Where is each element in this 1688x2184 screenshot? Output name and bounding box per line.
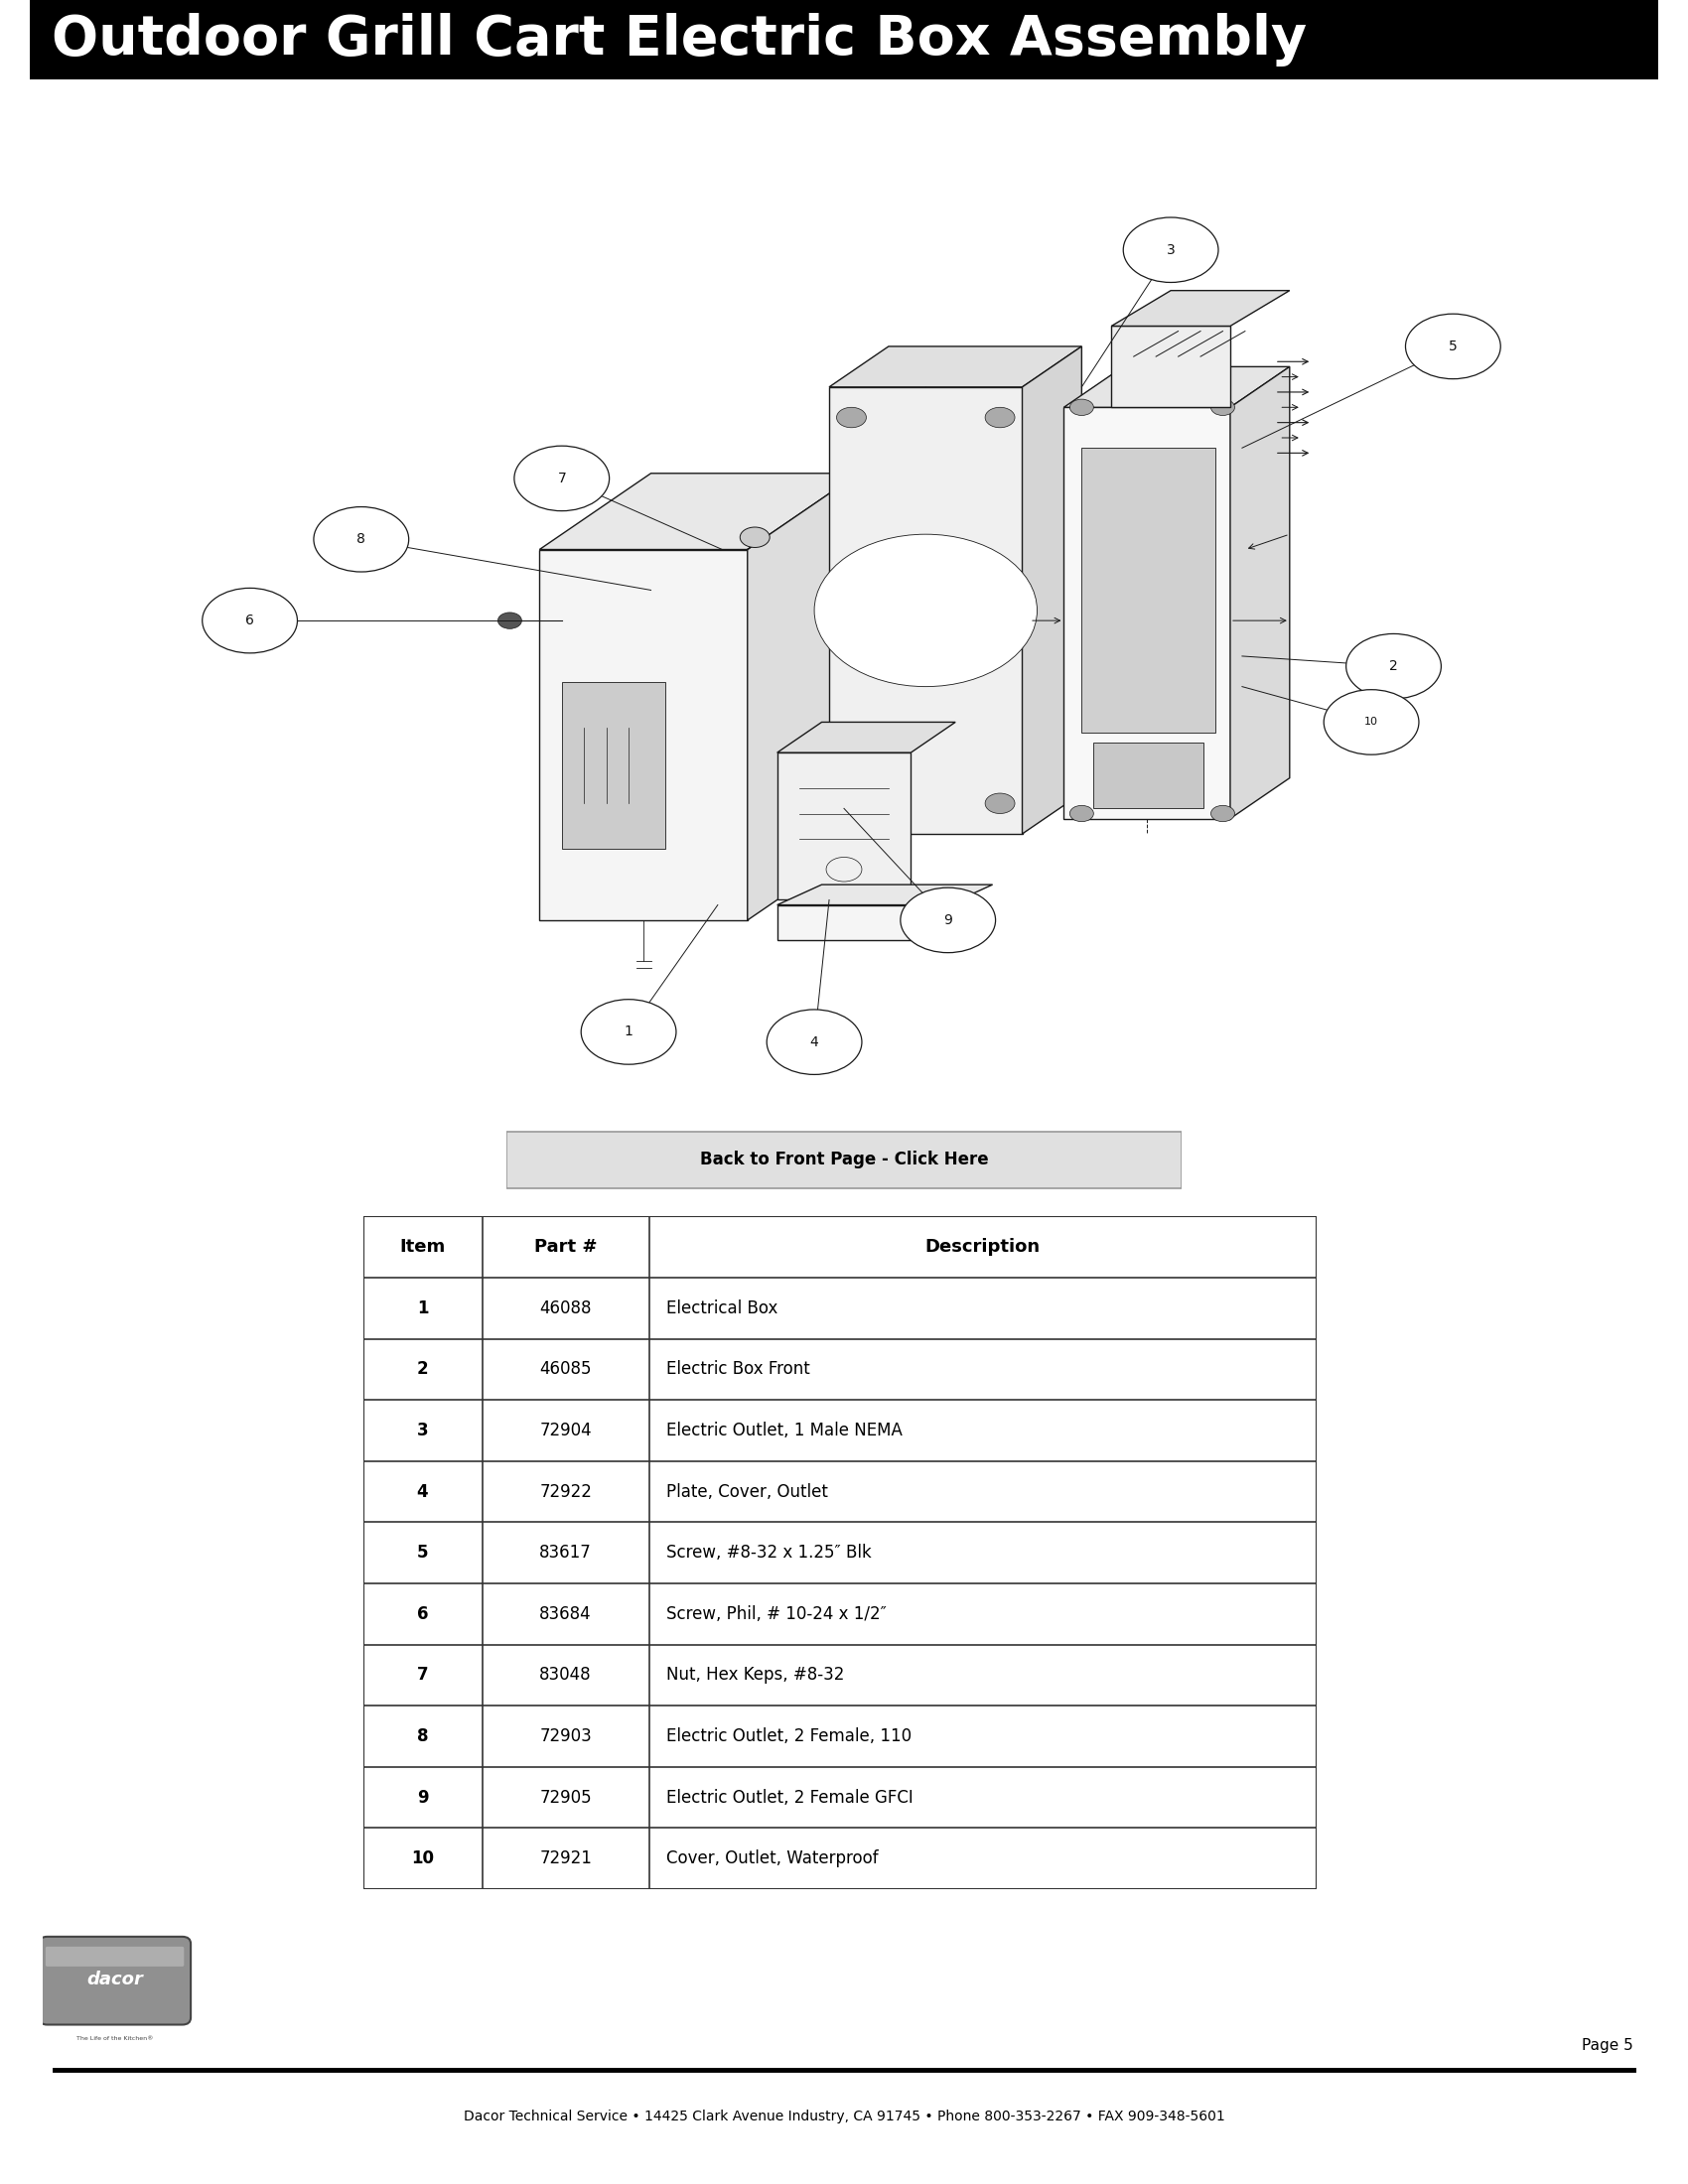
Circle shape: [203, 587, 297, 653]
Text: Back to Front Page - Click Here: Back to Front Page - Click Here: [701, 1151, 987, 1168]
Polygon shape: [776, 723, 955, 753]
Text: 4: 4: [417, 1483, 429, 1500]
Text: Outdoor Grill Cart Electric Box Assembly: Outdoor Grill Cart Electric Box Assembly: [52, 13, 1307, 66]
Polygon shape: [748, 474, 859, 919]
Text: 6: 6: [417, 1605, 429, 1623]
Text: 1: 1: [625, 1024, 633, 1040]
Text: 9: 9: [417, 1789, 429, 1806]
Circle shape: [1323, 690, 1420, 756]
Circle shape: [837, 793, 866, 815]
Text: dacor: dacor: [86, 1970, 143, 1990]
Text: 2: 2: [1389, 660, 1398, 673]
Text: Electrical Box: Electrical Box: [667, 1299, 778, 1317]
Text: 83048: 83048: [540, 1666, 592, 1684]
Text: Screw, Phil, # 10-24 x 1/2″: Screw, Phil, # 10-24 x 1/2″: [667, 1605, 886, 1623]
Circle shape: [498, 612, 522, 629]
Text: Plate, Cover, Outlet: Plate, Cover, Outlet: [667, 1483, 827, 1500]
FancyBboxPatch shape: [46, 1946, 184, 1966]
Polygon shape: [1023, 347, 1082, 834]
Polygon shape: [776, 885, 993, 904]
FancyBboxPatch shape: [506, 1131, 1182, 1188]
Text: 2: 2: [417, 1361, 429, 1378]
Text: Cover, Outlet, Waterproof: Cover, Outlet, Waterproof: [667, 1850, 878, 1867]
Text: 72905: 72905: [540, 1789, 592, 1806]
Polygon shape: [776, 904, 949, 941]
Circle shape: [766, 1009, 863, 1075]
Text: 5: 5: [1448, 339, 1457, 354]
Text: 6: 6: [245, 614, 255, 627]
Text: 72922: 72922: [540, 1483, 592, 1500]
Text: 7: 7: [417, 1666, 429, 1684]
Text: Part #: Part #: [533, 1238, 598, 1256]
Text: Electric Outlet, 2 Female GFCI: Electric Outlet, 2 Female GFCI: [667, 1789, 913, 1806]
Text: 1: 1: [417, 1299, 429, 1317]
Text: 83617: 83617: [540, 1544, 592, 1562]
Text: 72903: 72903: [540, 1728, 592, 1745]
Circle shape: [1210, 400, 1234, 415]
Text: Nut, Hex Keps, #8-32: Nut, Hex Keps, #8-32: [667, 1666, 844, 1684]
Text: 7: 7: [557, 472, 565, 485]
Text: 9: 9: [944, 913, 952, 928]
Text: 46085: 46085: [540, 1361, 592, 1378]
Text: Dacor Technical Service • 14425 Clark Avenue Industry, CA 91745 • Phone 800-353-: Dacor Technical Service • 14425 Clark Av…: [463, 2110, 1225, 2123]
Circle shape: [739, 526, 770, 548]
Text: 10: 10: [1364, 716, 1379, 727]
Circle shape: [1406, 314, 1501, 378]
Polygon shape: [829, 347, 1082, 387]
Polygon shape: [1082, 448, 1215, 732]
Circle shape: [515, 446, 609, 511]
Polygon shape: [1231, 367, 1290, 819]
Text: Description: Description: [925, 1238, 1040, 1256]
Bar: [30, 0, 1658, 79]
Circle shape: [900, 887, 996, 952]
Polygon shape: [829, 387, 1023, 834]
Circle shape: [986, 406, 1014, 428]
Polygon shape: [1063, 367, 1290, 406]
Text: The Life of the Kitchen®: The Life of the Kitchen®: [76, 2035, 154, 2042]
Circle shape: [814, 535, 1036, 686]
Circle shape: [1210, 806, 1234, 821]
Circle shape: [314, 507, 408, 572]
Text: Page 5: Page 5: [1582, 2038, 1634, 2053]
Circle shape: [837, 406, 866, 428]
Text: 3: 3: [1166, 242, 1175, 258]
Text: 72904: 72904: [540, 1422, 592, 1439]
Text: Electric Outlet, 2 Female, 110: Electric Outlet, 2 Female, 110: [667, 1728, 912, 1745]
Text: Item: Item: [400, 1238, 446, 1256]
Polygon shape: [562, 681, 665, 850]
Circle shape: [1070, 806, 1094, 821]
Text: 8: 8: [417, 1728, 429, 1745]
Circle shape: [986, 793, 1014, 815]
Polygon shape: [1111, 325, 1231, 406]
Polygon shape: [1063, 406, 1231, 819]
Text: 83684: 83684: [540, 1605, 592, 1623]
Text: Electric Box Front: Electric Box Front: [667, 1361, 810, 1378]
Text: 3: 3: [417, 1422, 429, 1439]
Polygon shape: [540, 474, 859, 550]
Text: 4: 4: [810, 1035, 819, 1048]
Text: 5: 5: [417, 1544, 429, 1562]
FancyBboxPatch shape: [39, 1937, 191, 2025]
Text: 46088: 46088: [540, 1299, 592, 1317]
Text: Screw, #8-32 x 1.25″ Blk: Screw, #8-32 x 1.25″ Blk: [667, 1544, 871, 1562]
Text: 10: 10: [412, 1850, 434, 1867]
Circle shape: [1345, 633, 1442, 699]
Circle shape: [1070, 400, 1094, 415]
Polygon shape: [776, 753, 912, 900]
Circle shape: [1123, 218, 1219, 282]
Text: 72921: 72921: [540, 1850, 592, 1867]
Text: Electric Outlet, 1 Male NEMA: Electric Outlet, 1 Male NEMA: [667, 1422, 903, 1439]
Polygon shape: [1111, 290, 1290, 325]
Polygon shape: [540, 550, 748, 919]
Circle shape: [581, 1000, 677, 1064]
Text: 8: 8: [356, 533, 366, 546]
Polygon shape: [1094, 743, 1204, 808]
